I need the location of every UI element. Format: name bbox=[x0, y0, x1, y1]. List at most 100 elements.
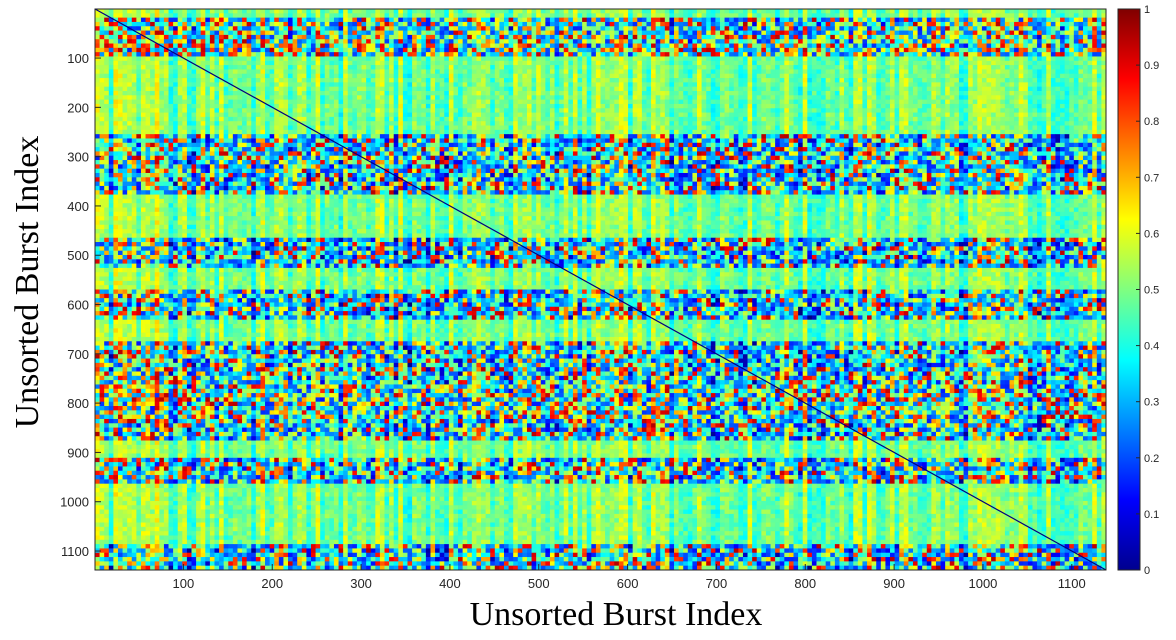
heatmap-cell bbox=[665, 35, 670, 40]
heatmap-cell bbox=[247, 35, 252, 40]
heatmap-cell bbox=[132, 39, 137, 44]
heatmap-cell bbox=[403, 39, 408, 44]
heatmap-cell bbox=[582, 61, 587, 66]
heatmap-cell bbox=[270, 65, 275, 70]
heatmap-cell bbox=[918, 91, 923, 96]
heatmap-cell bbox=[991, 65, 996, 70]
heatmap-cell bbox=[444, 91, 449, 96]
heatmap-cell bbox=[950, 65, 955, 70]
heatmap-cell bbox=[830, 74, 835, 79]
heatmap-cell bbox=[945, 65, 950, 70]
heatmap-cell bbox=[412, 100, 417, 105]
heatmap-cell bbox=[371, 104, 376, 109]
heatmap-cell bbox=[362, 104, 367, 109]
heatmap-cell bbox=[1019, 65, 1024, 70]
heatmap-cell bbox=[302, 18, 307, 23]
heatmap-cell bbox=[201, 48, 206, 53]
heatmap-cell bbox=[343, 95, 348, 100]
heatmap-cell bbox=[297, 18, 302, 23]
heatmap-cell bbox=[407, 52, 412, 57]
heatmap-cell bbox=[1028, 35, 1033, 40]
heatmap-cell bbox=[766, 104, 771, 109]
heatmap-cell bbox=[270, 56, 275, 61]
heatmap-cell bbox=[991, 9, 996, 14]
heatmap-cell bbox=[201, 74, 206, 79]
heatmap-cell bbox=[885, 39, 890, 44]
heatmap-cell bbox=[1065, 39, 1070, 44]
heatmap-cell bbox=[210, 39, 215, 44]
heatmap-cell bbox=[398, 91, 403, 96]
heatmap-cell bbox=[954, 91, 959, 96]
heatmap-cell bbox=[660, 48, 665, 53]
heatmap-cell bbox=[568, 74, 573, 79]
heatmap-cell bbox=[366, 104, 371, 109]
heatmap-cell bbox=[242, 26, 247, 31]
heatmap-cell bbox=[794, 44, 799, 49]
heatmap-cell bbox=[587, 44, 592, 49]
heatmap-cell bbox=[872, 13, 877, 18]
heatmap-cell bbox=[1037, 48, 1042, 53]
heatmap-cell bbox=[601, 39, 606, 44]
heatmap-cell bbox=[968, 74, 973, 79]
heatmap-cell bbox=[803, 44, 808, 49]
heatmap-cell bbox=[720, 9, 725, 14]
heatmap-cell bbox=[545, 22, 550, 27]
heatmap-cell bbox=[426, 9, 431, 14]
heatmap-cell bbox=[1069, 39, 1074, 44]
heatmap-cell bbox=[578, 44, 583, 49]
heatmap-cell bbox=[214, 56, 219, 61]
heatmap-cell bbox=[522, 13, 527, 18]
heatmap-cell bbox=[274, 74, 279, 79]
heatmap-cell bbox=[173, 74, 178, 79]
heatmap-cell bbox=[582, 74, 587, 79]
heatmap-cell bbox=[476, 39, 481, 44]
heatmap-cell bbox=[679, 48, 684, 53]
heatmap-cell bbox=[233, 52, 238, 57]
heatmap-cell bbox=[591, 56, 596, 61]
heatmap-cell bbox=[959, 74, 964, 79]
heatmap-cell bbox=[839, 13, 844, 18]
heatmap-cell bbox=[339, 78, 344, 83]
heatmap-cell bbox=[725, 22, 730, 27]
heatmap-cell bbox=[495, 95, 500, 100]
heatmap-cell bbox=[899, 61, 904, 66]
heatmap-cell bbox=[527, 69, 532, 74]
heatmap-cell bbox=[679, 22, 684, 27]
heatmap-cell bbox=[757, 104, 762, 109]
heatmap-cell bbox=[669, 22, 674, 27]
heatmap-cell bbox=[982, 39, 987, 44]
heatmap-cell bbox=[853, 48, 858, 53]
heatmap-cell bbox=[945, 39, 950, 44]
heatmap-cell bbox=[660, 44, 665, 49]
heatmap-cell bbox=[853, 26, 858, 31]
heatmap-cell bbox=[311, 35, 316, 40]
heatmap-cell bbox=[407, 61, 412, 66]
heatmap-cell bbox=[674, 48, 679, 53]
heatmap-cell bbox=[522, 52, 527, 57]
heatmap-cell bbox=[752, 18, 757, 23]
heatmap-cell bbox=[692, 78, 697, 83]
heatmap-cell bbox=[890, 44, 895, 49]
heatmap-cell bbox=[440, 82, 445, 87]
heatmap-cell bbox=[766, 44, 771, 49]
heatmap-cell bbox=[210, 35, 215, 40]
heatmap-cell bbox=[527, 22, 532, 27]
heatmap-cell bbox=[550, 44, 555, 49]
heatmap-cell bbox=[513, 48, 518, 53]
heatmap-cell bbox=[173, 48, 178, 53]
heatmap-cell bbox=[279, 61, 284, 66]
heatmap-cell bbox=[568, 95, 573, 100]
heatmap-cell bbox=[527, 95, 532, 100]
heatmap-cell bbox=[1055, 61, 1060, 66]
heatmap-cell bbox=[881, 74, 886, 79]
heatmap-cell bbox=[633, 61, 638, 66]
heatmap-cell bbox=[987, 69, 992, 74]
heatmap-cell bbox=[499, 35, 504, 40]
heatmap-cell bbox=[826, 44, 831, 49]
heatmap-cell bbox=[467, 48, 472, 53]
heatmap-cell bbox=[132, 87, 137, 92]
heatmap-cell bbox=[352, 9, 357, 14]
heatmap-cell bbox=[1074, 39, 1079, 44]
heatmap-cell bbox=[380, 9, 385, 14]
heatmap-cell bbox=[761, 69, 766, 74]
